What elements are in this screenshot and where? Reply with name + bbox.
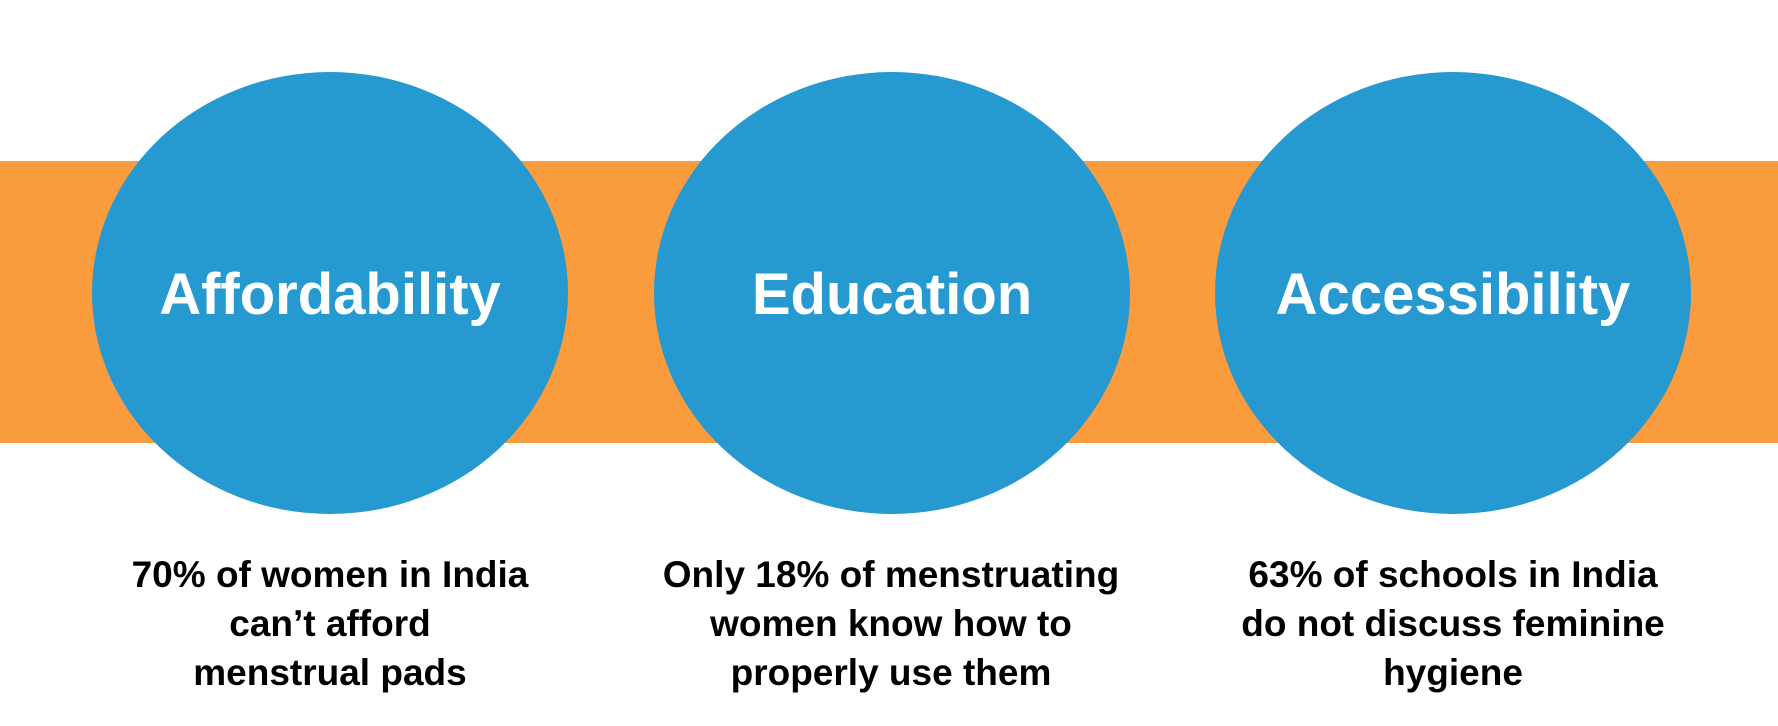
caption-line: do not discuss feminine [1241, 603, 1665, 644]
education-circle: Education [654, 72, 1130, 514]
affordability-caption: 70% of women in India can’t afford menst… [60, 550, 600, 697]
caption-line: 63% of schools in India [1248, 554, 1658, 595]
caption-line: Only 18% of menstruating [662, 554, 1120, 595]
accessibility-caption: 63% of schools in India do not discuss f… [1183, 550, 1723, 697]
affordability-circle: Affordability [92, 72, 568, 514]
caption-line: can’t afford [229, 603, 431, 644]
education-caption: Only 18% of menstruating women know how … [621, 550, 1161, 697]
accessibility-circle: Accessibility [1215, 72, 1691, 514]
caption-line: 70% of women in India [131, 554, 529, 595]
affordability-title: Affordability [159, 262, 501, 327]
education-title: Education [751, 262, 1033, 327]
caption-line: hygiene [1383, 652, 1523, 693]
caption-line: menstrual pads [193, 652, 467, 693]
caption-line: properly use them [730, 652, 1052, 693]
caption-line: women know how to [710, 603, 1072, 644]
accessibility-title: Accessibility [1275, 262, 1631, 327]
